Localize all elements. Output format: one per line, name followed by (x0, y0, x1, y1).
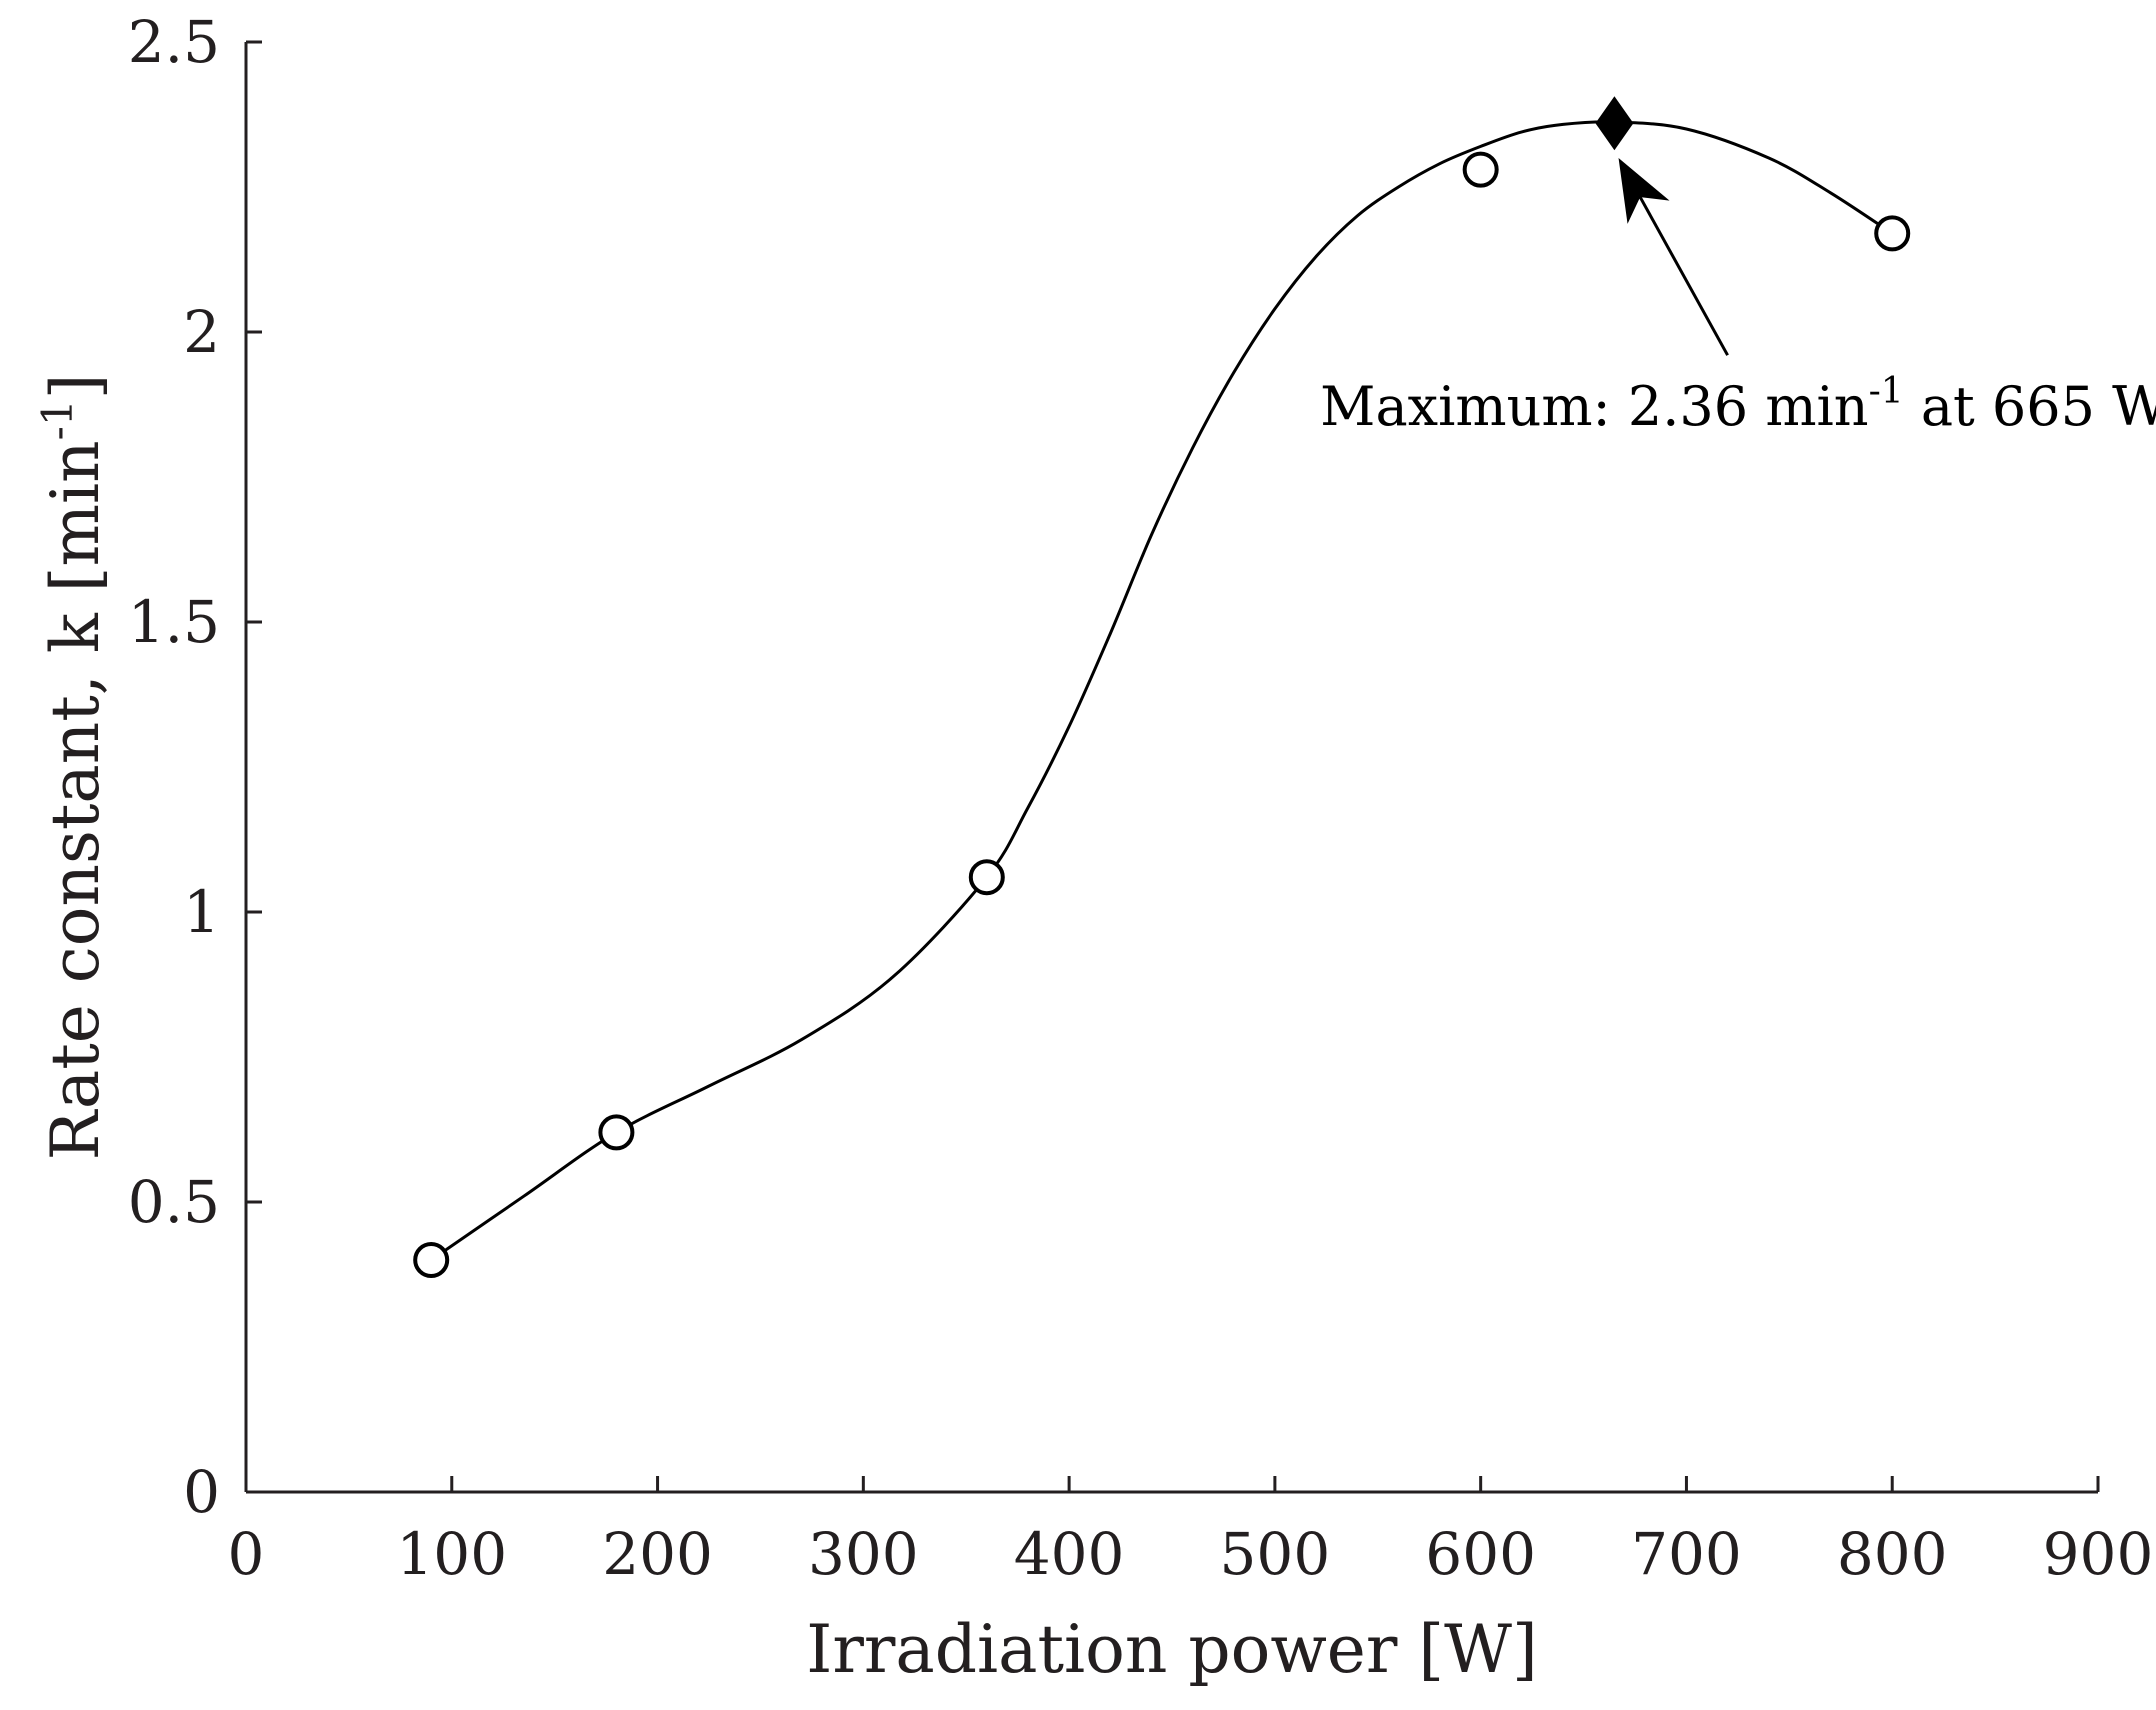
y-axis-title-superscript: -1 (33, 399, 82, 440)
data-point-marker (598, 1114, 635, 1151)
annotation-arrow-head (1618, 158, 1670, 224)
x-tick-label: 700 (1631, 1520, 1742, 1588)
data-point-marker (1874, 215, 1911, 252)
y-tick-label: 0 (183, 1458, 220, 1526)
x-tick-label: 600 (1425, 1520, 1536, 1588)
x-axis-title: Irradiation power [W] (806, 1611, 1537, 1688)
maximum-diamond-marker (1595, 96, 1634, 151)
fit-curve-line (430, 120, 1894, 1262)
x-tick-label: 400 (1014, 1520, 1125, 1588)
y-tick-label: 0.5 (128, 1168, 220, 1236)
y-tick-label: 1 (183, 878, 220, 946)
y-axis-title: Rate constant, k [min-1] (33, 374, 114, 1161)
annotation-text-before: Maximum: 2.36 min (1320, 375, 1868, 438)
x-tick-label: 100 (396, 1520, 507, 1588)
plot-area: 0 100 200 300 400 500 600 700 800 900 0 0.5 1 1.5 2 2.… (128, 8, 2156, 1588)
x-tick-label: 800 (1837, 1520, 1948, 1588)
x-tick-label: 0 (228, 1520, 265, 1588)
data-point-marker (413, 1242, 450, 1278)
data-point-marker (1462, 151, 1499, 188)
y-tick-label: 2 (183, 298, 220, 366)
annotation-text-after: at 665 W (1904, 375, 2156, 438)
y-tick-label: 1.5 (128, 588, 220, 656)
data-markers (413, 151, 1911, 1278)
y-axis-title-close: ] (37, 374, 114, 400)
y-axis-title-main: Rate constant, k [min (37, 440, 114, 1160)
x-tick-label: 200 (602, 1520, 713, 1588)
x-tick-label: 300 (808, 1520, 919, 1588)
x-tick-label: 500 (1220, 1520, 1331, 1588)
y-tick-label: 2.5 (128, 8, 220, 76)
y-ticks: 0 0.5 1 1.5 2 2.5 (128, 8, 262, 1526)
annotation-arrow-shaft (1638, 196, 1729, 356)
x-ticks: 0 100 200 300 400 500 600 700 800 900 (228, 1476, 2154, 1588)
x-tick-label: 900 (2043, 1520, 2154, 1588)
annotation-superscript: -1 (1869, 371, 1904, 412)
annotation-arrow (1618, 158, 1729, 356)
annotation-label: Maximum: 2.36 min-1 at 665 W (1320, 371, 2156, 438)
data-point-marker (968, 859, 1005, 896)
